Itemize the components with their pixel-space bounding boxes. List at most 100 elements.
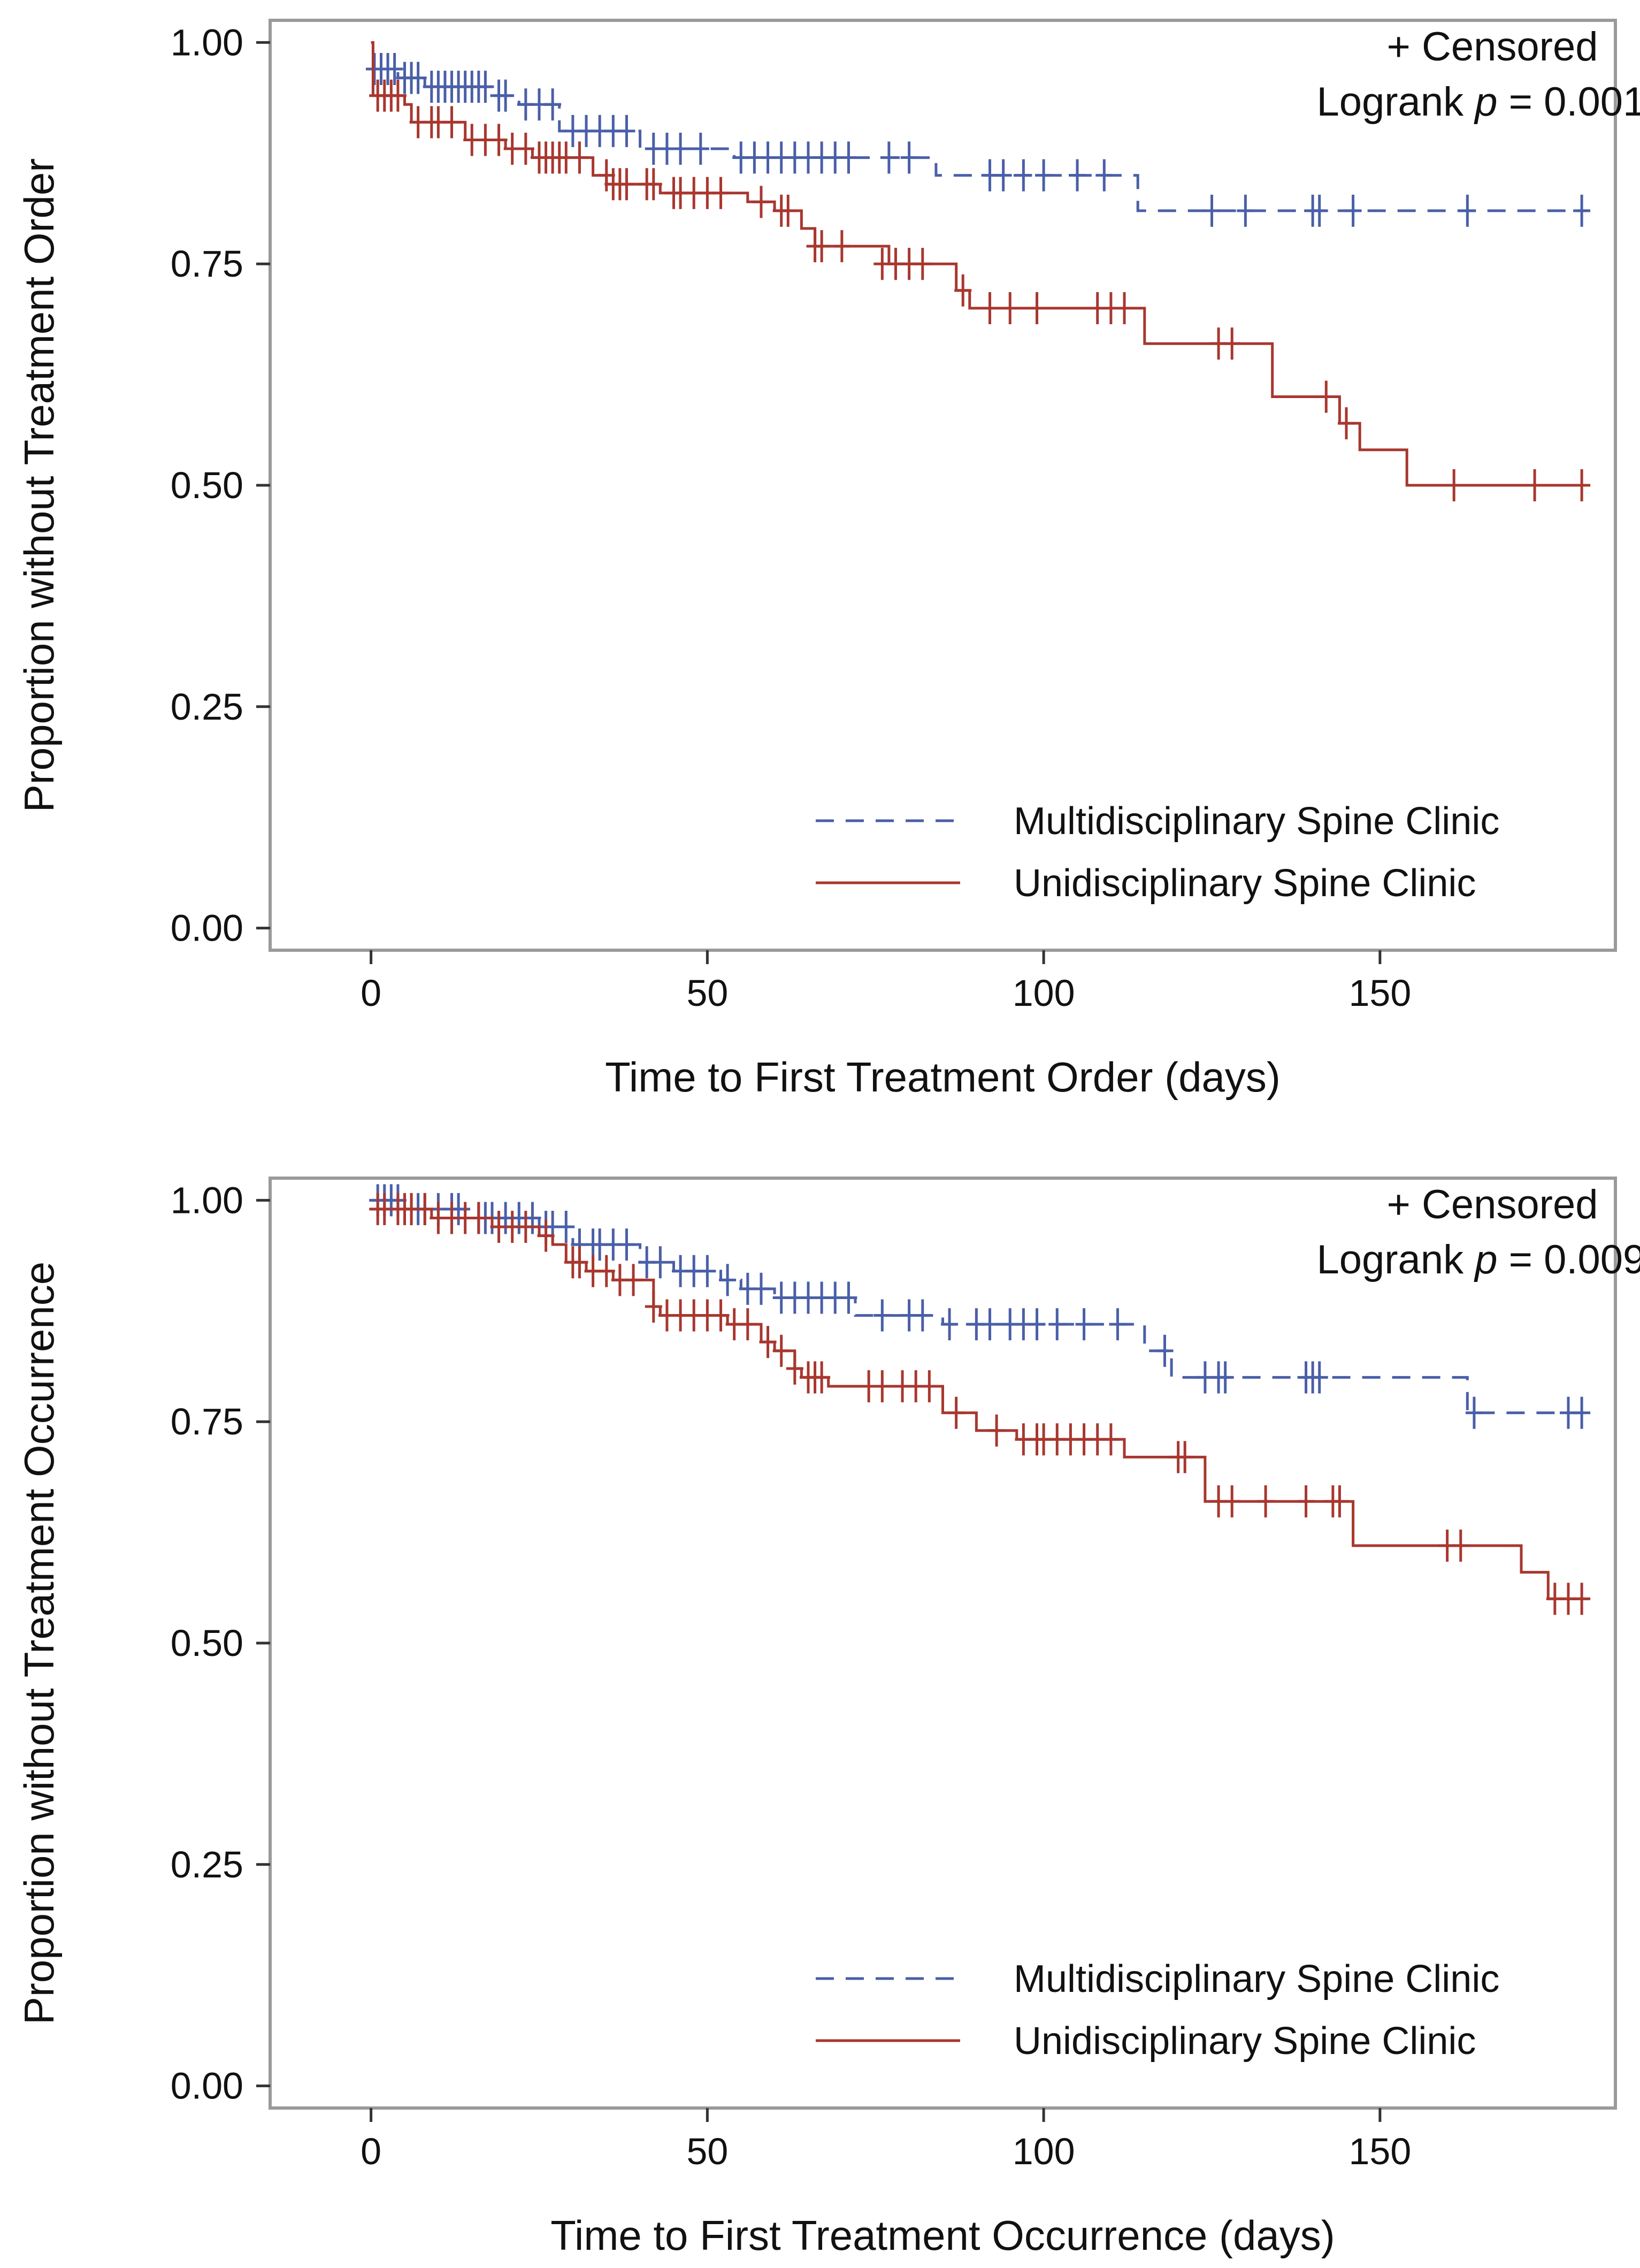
censor-mark xyxy=(497,79,515,112)
logrank-value: = 0.0014 xyxy=(1497,79,1640,125)
series-unidisciplinary-spine-clinic xyxy=(369,41,1591,501)
censor-mark xyxy=(1452,1529,1469,1562)
x-axis-label: Time to First Treatment Occurrence (days… xyxy=(550,2212,1335,2259)
censor-mark xyxy=(1095,159,1113,192)
censor-mark xyxy=(1237,194,1254,227)
censor-mark xyxy=(752,186,770,218)
censor-mark xyxy=(517,133,534,165)
legend-label: Multidisciplinary Spine Clinic xyxy=(1014,800,1499,843)
x-tick-label: 50 xyxy=(686,2130,728,2172)
series-unidisciplinary-spine-clinic xyxy=(369,1193,1591,1615)
censor-mark xyxy=(1015,159,1032,192)
censor-mark xyxy=(1176,1441,1194,1473)
censor-mark xyxy=(1075,1308,1093,1341)
censor-mark xyxy=(1069,159,1086,192)
km-chart-treatment-occurrence: 0.00 0.25 0.50 0.75 1.00 0 50 100 150 Time to Fir… xyxy=(0,1134,1640,2268)
legend-entry-unidisciplinary-spine-clinic: Unidisciplinary Spine Clinic xyxy=(816,2020,1476,2063)
km-chart-treatment-order: 0.00 0.25 0.50 0.75 1.00 0 50 100 150 Time to Fir… xyxy=(16,19,1640,1101)
x-axis-label: Time to First Treatment Order (days) xyxy=(605,1053,1281,1101)
censor-mark xyxy=(645,168,662,201)
censor-mark xyxy=(947,1396,965,1429)
logrank-p-symbol: p xyxy=(1474,1237,1497,1282)
legend-entry-multidisciplinary-spine-clinic: Multidisciplinary Spine Clinic xyxy=(816,1958,1499,2000)
logrank-annotation: Logrank p = 0.0014 xyxy=(1316,79,1640,125)
censor-mark xyxy=(443,106,461,139)
censor-mark xyxy=(571,141,588,174)
censor-mark xyxy=(840,141,857,174)
y-tick-label: 0.00 xyxy=(171,2065,243,2107)
censor-mark xyxy=(571,1246,588,1279)
censor-mark xyxy=(1001,292,1019,324)
censor-mark xyxy=(712,177,730,209)
censor-mark xyxy=(652,1246,669,1279)
y-tick-label: 0.00 xyxy=(171,907,243,949)
censor-mark xyxy=(389,79,407,112)
censor-mark xyxy=(813,230,831,263)
censor-mark xyxy=(981,1308,999,1341)
censor-mark xyxy=(1311,1361,1328,1394)
censor-mark xyxy=(544,88,562,121)
y-tick-label: 0.25 xyxy=(171,1844,243,1885)
censor-mark xyxy=(386,53,403,86)
censor-mark xyxy=(1203,194,1221,227)
censor-mark xyxy=(712,1299,730,1332)
y-tick-label: 1.00 xyxy=(171,1179,243,1221)
censor-mark xyxy=(1035,159,1053,192)
censor-mark xyxy=(786,1352,803,1385)
x-tick-label: 100 xyxy=(1013,2130,1075,2172)
x-tick-label: 0 xyxy=(361,972,381,1014)
x-tick-label: 150 xyxy=(1348,2130,1411,2172)
legend-label: Multidisciplinary Spine Clinic xyxy=(1014,1958,1499,2000)
y-axis-label: Proportion without Treatment Occurrence xyxy=(16,1262,63,2025)
censor-mark xyxy=(1331,1485,1348,1518)
y-axis-label: Proportion without Treatment Order xyxy=(16,158,63,813)
censor-mark xyxy=(692,133,709,165)
censor-mark xyxy=(1109,1308,1126,1341)
y-tick-label: 0.25 xyxy=(171,686,243,728)
censor-mark xyxy=(537,1219,555,1252)
legend-entry-multidisciplinary-spine-clinic: Multidisciplinary Spine Clinic xyxy=(816,800,1499,843)
censor-mark xyxy=(618,1228,635,1261)
survival-curve-unidisciplinary-spine-clinic xyxy=(371,41,1589,487)
censor-mark xyxy=(840,1281,857,1314)
censor-mark xyxy=(1257,1485,1275,1518)
censor-mark xyxy=(470,1202,487,1234)
censor-mark xyxy=(759,1326,777,1358)
censor-mark xyxy=(1573,1396,1591,1429)
x-tick-label: 0 xyxy=(361,2130,381,2172)
censor-mark xyxy=(416,1193,434,1225)
censor-mark xyxy=(1216,1361,1234,1394)
logrank-value: = 0.0091 xyxy=(1497,1237,1640,1282)
legend-label: Unidisciplinary Spine Clinic xyxy=(1014,2020,1476,2063)
x-tick-label: 150 xyxy=(1348,972,1411,1014)
censor-mark xyxy=(645,1290,662,1323)
censor-mark xyxy=(1297,1485,1315,1518)
y-tick-label: 0.50 xyxy=(171,1622,243,1664)
y-tick-label: 0.75 xyxy=(171,1401,243,1442)
censor-mark xyxy=(772,1334,790,1367)
censor-mark xyxy=(1048,1308,1066,1341)
censor-mark xyxy=(477,71,494,103)
censor-mark xyxy=(981,292,999,324)
censor-mark xyxy=(1317,380,1335,413)
censor-mark xyxy=(618,168,635,201)
censor-mark xyxy=(941,1308,959,1341)
y-tick-label: 0.75 xyxy=(171,243,243,285)
censor-mark xyxy=(1573,1583,1591,1615)
y-tick-label: 1.00 xyxy=(171,21,243,63)
censor-mark xyxy=(625,1264,642,1296)
censor-mark xyxy=(873,1370,891,1402)
censor-mark xyxy=(880,141,898,174)
censor-mark xyxy=(1116,292,1133,324)
censor-mark xyxy=(779,194,797,227)
legend-entry-unidisciplinary-spine-clinic: Unidisciplinary Spine Clinic xyxy=(816,862,1476,905)
censor-mark xyxy=(900,141,918,174)
censor-mark xyxy=(739,1308,756,1341)
censor-mark xyxy=(833,230,850,263)
censor-mark xyxy=(813,1361,831,1394)
censor-mark xyxy=(1465,1396,1483,1429)
logrank-p-symbol: p xyxy=(1474,79,1497,125)
logrank-prefix: Logrank xyxy=(1316,1237,1475,1282)
censor-mark xyxy=(921,1370,938,1402)
censor-mark xyxy=(752,1272,770,1305)
